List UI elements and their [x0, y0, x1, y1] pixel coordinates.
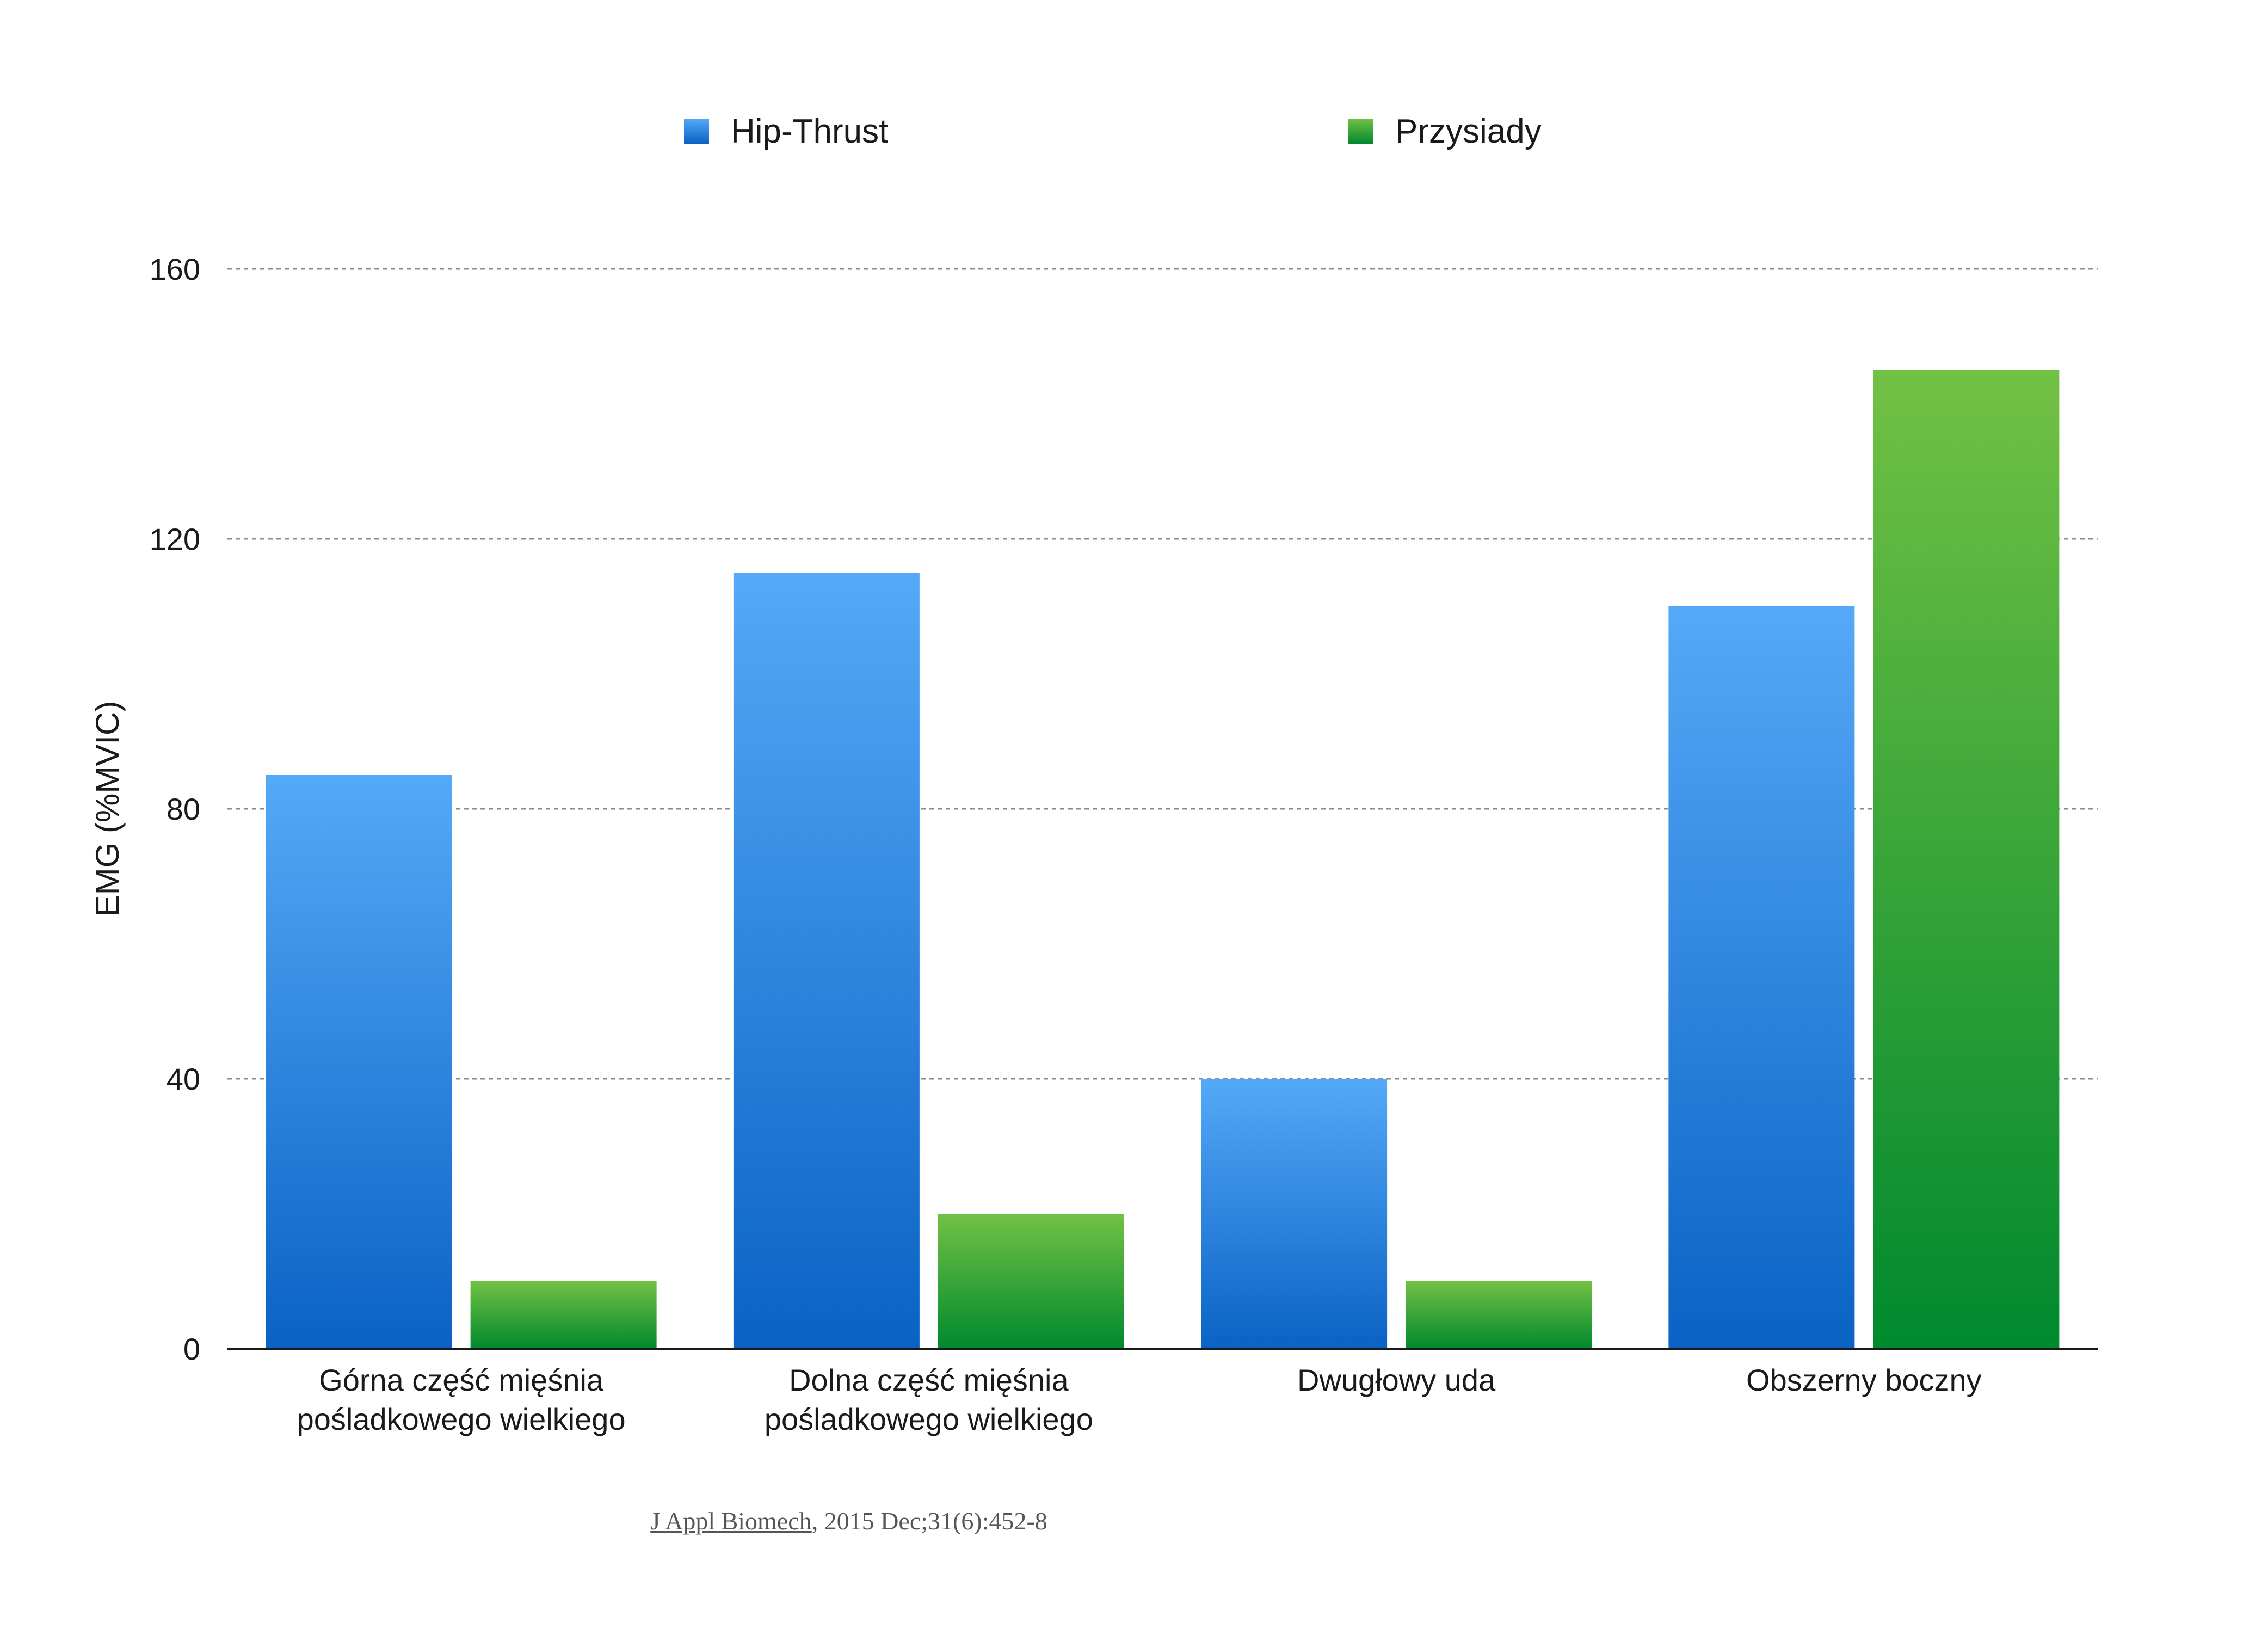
bar-hip-thrust — [733, 573, 920, 1349]
bar-hip-thrust — [1201, 1079, 1388, 1349]
grid-lines — [227, 268, 2098, 1080]
bar-przysiady — [470, 1281, 657, 1349]
citation: J Appl Biomech, 2015 Dec;31(6):452-8 — [0, 1507, 1698, 1535]
legend: Hip-Thrust Przysiady — [684, 113, 1542, 150]
bar-hip-thrust — [266, 775, 452, 1349]
y-tick-label: 120 — [150, 522, 200, 556]
legend-label: Przysiady — [1395, 113, 1542, 150]
axis-labels: 0 40 80 120 160 Górna część mięśnia pośladkowe… — [89, 252, 1982, 1436]
bars — [266, 370, 2060, 1349]
y-tick-label: 0 — [183, 1332, 200, 1366]
y-axis-label: EMG (%MVIC) — [89, 701, 126, 917]
x-tick-label: Górna część mięśnia pośladkowego wielkieg… — [297, 1363, 626, 1436]
y-tick-label: 80 — [167, 792, 200, 826]
bar-przysiady — [1873, 370, 2060, 1349]
y-tick-label: 160 — [150, 252, 200, 286]
legend-swatch — [1348, 119, 1373, 144]
y-tick-label: 40 — [167, 1062, 200, 1096]
x-tick-label: Dwugłowy uda — [1297, 1363, 1496, 1397]
bar-przysiady — [1406, 1281, 1592, 1349]
legend-label: Hip-Thrust — [731, 113, 888, 150]
bar-przysiady — [938, 1214, 1124, 1349]
legend-swatch — [684, 119, 709, 144]
bar-hip-thrust — [1668, 606, 1855, 1349]
citation-journal-link[interactable]: J Appl Biomech — [650, 1507, 812, 1535]
x-tick-label: Dolna część mięśnia pośladkowego wielkieg… — [765, 1363, 1093, 1436]
x-tick-label: Obszerny boczny — [1746, 1363, 1982, 1397]
citation-details: , 2015 Dec;31(6):452-8 — [811, 1507, 1047, 1535]
